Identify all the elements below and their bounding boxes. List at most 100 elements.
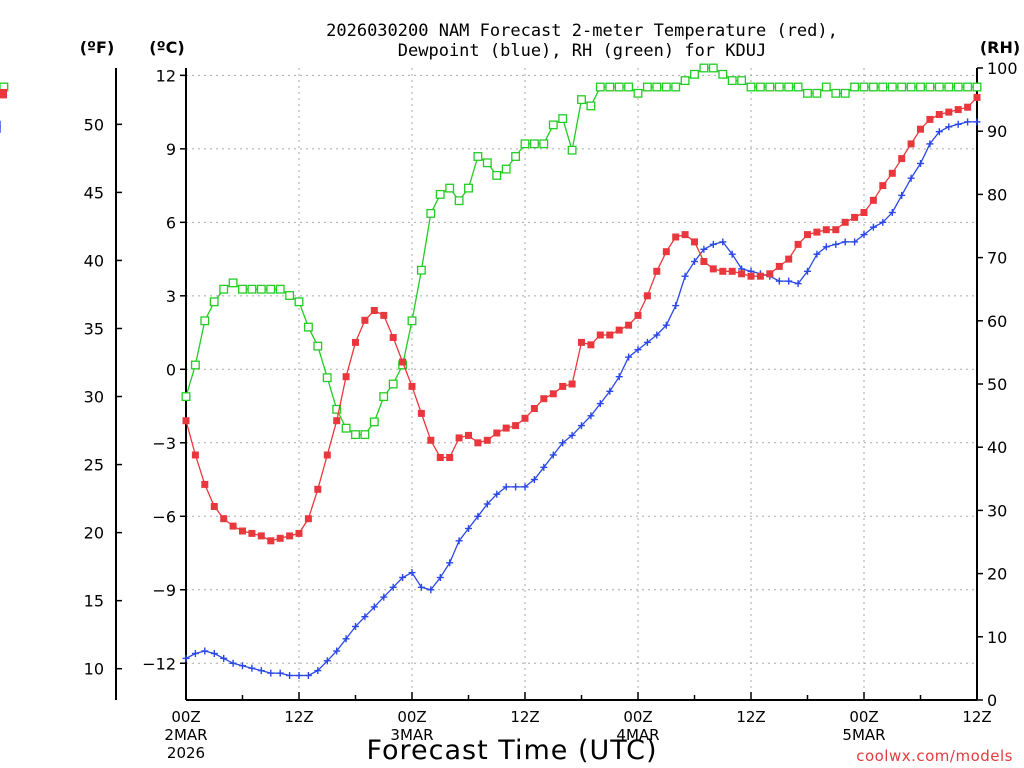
series-line-temperature [185, 96, 978, 542]
rh-tick-label: 90 [987, 122, 1007, 141]
dewpoint-point [691, 258, 698, 265]
rh-point [925, 82, 935, 92]
dewpoint-point [964, 118, 972, 126]
dewpoint-point [286, 672, 294, 679]
temperature-point [0, 89, 7, 96]
temperature-point [370, 307, 378, 314]
dewpoint-point [926, 140, 934, 148]
dewpoint-point [502, 483, 510, 491]
temperature-point [559, 382, 567, 390]
rh-point [633, 88, 643, 98]
temperature-point [521, 414, 529, 422]
celsius-tick-label: −9 [152, 581, 176, 600]
temperature-point [333, 417, 341, 425]
rh-point [671, 82, 681, 92]
rh-point [661, 82, 671, 92]
celsius-ticks: 12 9 6 3 0 −3 −6 −9 −12 [142, 66, 186, 673]
fahrenheit-tick-label: 50 [84, 115, 104, 134]
rh-point [416, 265, 426, 275]
rh-point [266, 284, 276, 294]
rh-point [708, 63, 718, 73]
dewpoint-point [493, 490, 501, 498]
dewpoint-point [625, 353, 633, 361]
rh-point [407, 316, 417, 326]
x-tick-label: 12Z [736, 708, 765, 726]
temperature-point [917, 125, 924, 133]
dewpoint-point [455, 537, 463, 545]
temperature-point [926, 115, 934, 123]
temperature-point [804, 231, 811, 239]
celsius-tick-label: −3 [152, 434, 176, 453]
temperature-point [898, 155, 906, 163]
dewpoint-point [851, 238, 859, 246]
dewpoint-point [380, 593, 388, 601]
temperature-point [352, 338, 359, 346]
temperature-point [276, 534, 284, 542]
rh-point [492, 170, 502, 180]
rh-point [803, 88, 812, 98]
dewpoint-point [888, 209, 896, 216]
dewpoint-point [879, 218, 887, 226]
rh-tick-label: 50 [987, 375, 1007, 394]
x-tick-label: 00Z [849, 708, 878, 726]
temperature-point [446, 454, 454, 461]
rh-point [746, 82, 756, 92]
rh-point [256, 284, 266, 294]
rh-point [464, 183, 473, 193]
temperature-point [399, 358, 407, 366]
temperature-point [672, 233, 680, 241]
temperature-point [832, 226, 840, 234]
temperature-point [530, 405, 538, 412]
dewpoint-point [785, 277, 793, 285]
rh-point [473, 152, 483, 161]
temperature-point [841, 218, 849, 226]
rh-point [285, 291, 295, 300]
fahrenheit-tick-label: 30 [84, 388, 104, 407]
dewpoint-point [220, 654, 228, 662]
dewpoint-point [832, 240, 840, 248]
temperature-point [229, 522, 237, 530]
rh-point [558, 114, 568, 124]
temperature-point [549, 390, 557, 398]
dewpoint-point [549, 451, 557, 459]
temperature-point [568, 380, 576, 388]
rh-point [181, 392, 191, 402]
temperature-point [775, 262, 783, 270]
temperature-point [935, 111, 943, 118]
temperature-point [879, 182, 887, 190]
temperature-point [304, 515, 312, 523]
temperature-point [210, 503, 218, 510]
temperature-point [738, 270, 746, 278]
series-line-rh [185, 67, 977, 436]
rh-point [577, 95, 586, 105]
rh-point [379, 392, 389, 402]
fahrenheit-ticks: 50 45 40 35 30 25 20 15 10 [84, 115, 122, 679]
temperature-point [888, 169, 896, 177]
rh-point [219, 284, 229, 294]
temperature-point [634, 311, 642, 319]
dewpoint-point [314, 667, 322, 675]
fahrenheit-unit-label: (ºF) [80, 38, 115, 57]
temperature-point [615, 326, 623, 334]
rh-point [868, 82, 878, 92]
temperature-point [239, 527, 246, 535]
dewpoint-point [653, 331, 661, 339]
dewpoint-point [568, 431, 576, 439]
dewpoint-point [201, 647, 209, 655]
temperature-point [201, 480, 209, 488]
temperature-point [220, 515, 228, 523]
dewpoint-point [295, 672, 303, 679]
rh-point [501, 164, 511, 174]
rh-point [454, 196, 464, 206]
dewpoint-point [399, 574, 407, 581]
temperature-point [474, 439, 482, 447]
rh-point [680, 76, 690, 86]
temperature-point [427, 436, 435, 444]
fahrenheit-tick-label: 40 [84, 251, 104, 270]
dewpoint-point [935, 128, 943, 136]
temperature-point [512, 422, 520, 430]
rh-point [850, 82, 860, 92]
plot-frame [115, 68, 978, 701]
temperature-point [643, 292, 651, 300]
temperature-point [587, 341, 595, 349]
